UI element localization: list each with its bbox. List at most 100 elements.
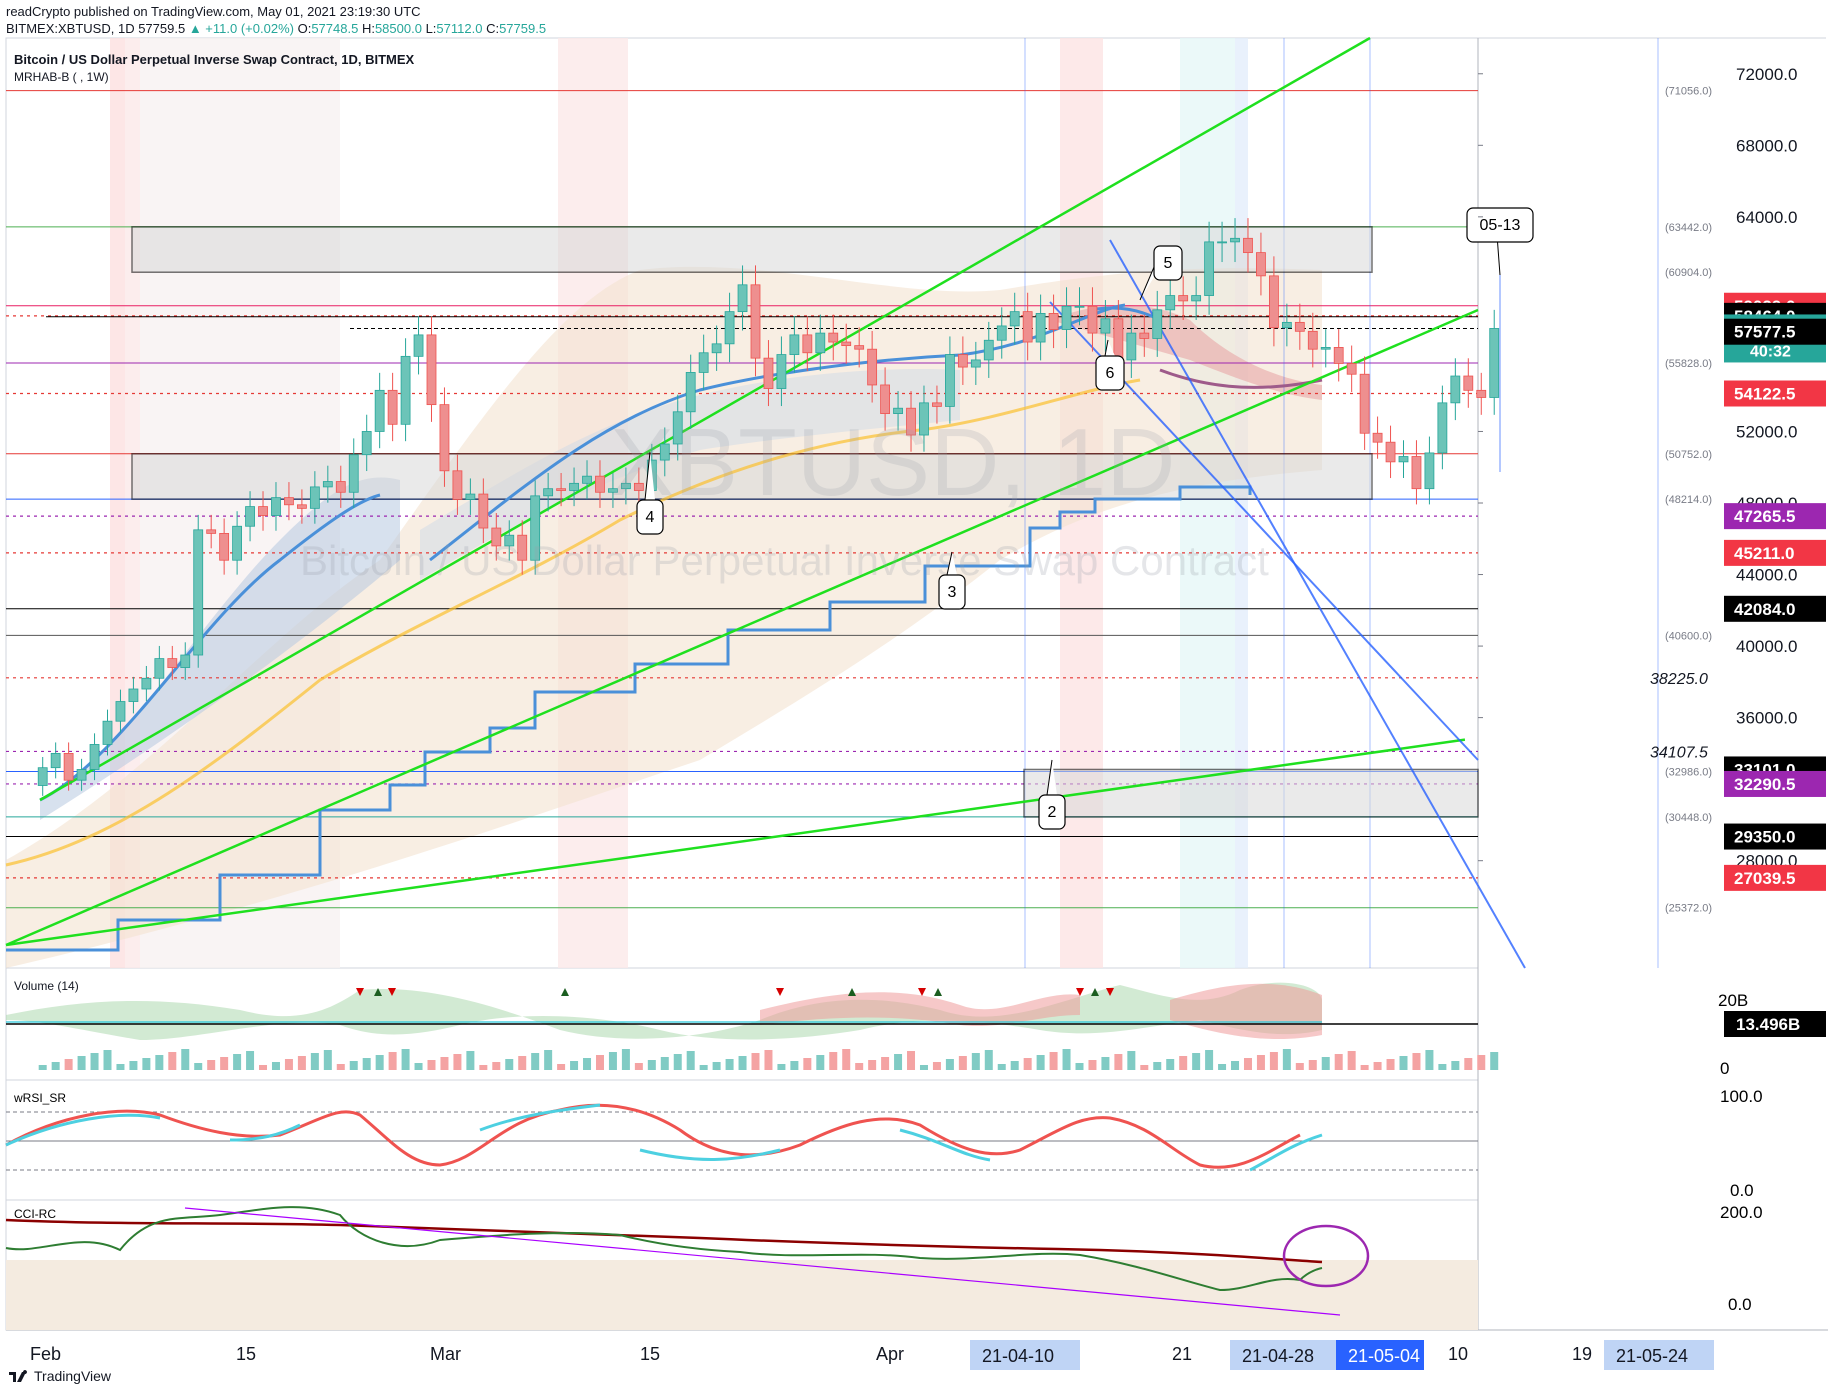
time-tick-label: Apr — [876, 1344, 904, 1364]
candle — [828, 314, 839, 361]
candle-body — [1022, 311, 1033, 343]
volume-bar — [259, 1065, 268, 1070]
candle — [1139, 314, 1150, 357]
candle-body — [970, 359, 981, 368]
level-label: (48214.0) — [1665, 494, 1712, 506]
callout-4-label: 4 — [646, 509, 655, 526]
volume-axis-bottom: 0 — [1720, 1059, 1729, 1078]
callout-2-label: 2 — [1048, 804, 1057, 821]
volume-bar — [1036, 1055, 1045, 1070]
candle — [543, 472, 554, 512]
candle-body — [893, 407, 903, 414]
candle-body — [633, 482, 644, 491]
candle — [1476, 372, 1487, 415]
volume-bar — [414, 1063, 423, 1070]
candle-body — [1178, 295, 1189, 302]
candle — [1307, 312, 1318, 368]
volume-bar — [634, 1063, 643, 1070]
candle — [1294, 303, 1305, 350]
candle — [633, 467, 644, 507]
volume-bar — [233, 1054, 242, 1070]
price-tick-label: 52000.0 — [1736, 422, 1797, 441]
callout-6-box — [1095, 355, 1125, 391]
candle-body — [361, 431, 372, 456]
candle — [491, 513, 502, 561]
callout-3-label: 3 — [948, 584, 957, 601]
callout-6-label: 6 — [1106, 365, 1115, 382]
volume-bar — [1101, 1057, 1110, 1070]
volume-bar — [129, 1061, 138, 1070]
volume-bar — [103, 1050, 112, 1070]
candle — [193, 514, 204, 668]
level-label: (71056.0) — [1665, 86, 1712, 98]
volume-bar — [1243, 1058, 1252, 1070]
candle — [1424, 436, 1435, 505]
signal-arrow — [934, 988, 942, 996]
candle — [1411, 440, 1422, 505]
candle-body — [167, 658, 178, 668]
cci-trendline — [184, 1207, 1341, 1316]
price-label-box — [1724, 380, 1826, 407]
candle — [1281, 303, 1292, 347]
volume-bar — [168, 1052, 177, 1070]
candle-body — [802, 334, 813, 354]
price-label-text: 54122.5 — [1734, 385, 1795, 404]
volume-bar — [388, 1052, 397, 1070]
candle-body — [504, 534, 515, 547]
candle-body — [128, 688, 139, 702]
time-highlight-label: 21-05-04 — [1348, 1346, 1420, 1366]
cci-axis-bottom: 0.0 — [1728, 1295, 1752, 1314]
volume-bar — [181, 1049, 190, 1070]
volume-bar — [958, 1056, 967, 1070]
candle — [439, 387, 450, 487]
candle-body — [296, 504, 307, 509]
candle — [1489, 309, 1500, 415]
resistance-box — [131, 226, 1373, 273]
dotted-level-label: 34107.5 — [1650, 744, 1708, 761]
trendline-green-2 — [5, 308, 1479, 947]
signal-arrow — [848, 988, 856, 996]
candle-body — [232, 525, 243, 561]
candle — [919, 385, 929, 452]
volume-bar — [1464, 1058, 1473, 1070]
volume-bar — [1218, 1064, 1227, 1070]
volume-cloud-red-2 — [1170, 983, 1322, 1040]
volume-bar — [557, 1064, 566, 1070]
ema-fill-gray — [420, 369, 960, 580]
chart-title: Bitcoin / US Dollar Perpetual Inverse Sw… — [14, 52, 415, 67]
candle-body — [37, 767, 48, 786]
candle-body — [348, 454, 359, 493]
candle-body — [1074, 305, 1085, 308]
signal-arrow — [374, 988, 382, 996]
candle — [465, 478, 476, 515]
candle — [309, 471, 320, 524]
candle — [1152, 290, 1163, 357]
candle-body — [322, 481, 333, 488]
callout-4: 4 — [636, 451, 664, 535]
last-price: 57759.5 — [138, 21, 186, 36]
candle-body — [1165, 295, 1176, 311]
candle — [37, 757, 48, 796]
candle-body — [685, 372, 696, 413]
candle — [1087, 287, 1098, 352]
callout-05-13-label: 05-13 — [1480, 217, 1521, 234]
callout-6: 6 — [1095, 339, 1125, 391]
callout-2: 2 — [1038, 759, 1066, 830]
volume-bar — [971, 1053, 980, 1070]
volume-bar — [868, 1060, 877, 1070]
volume-bar — [1192, 1053, 1201, 1070]
candle — [50, 742, 61, 779]
footer-brand: TradingView — [34, 1368, 112, 1384]
candle — [115, 689, 126, 733]
candle — [232, 511, 243, 575]
candle-body — [1450, 375, 1461, 404]
callout-5-label: 5 — [1164, 255, 1173, 272]
signal-arrow — [388, 988, 396, 996]
candle-body — [698, 352, 709, 373]
volume-bar — [1010, 1061, 1019, 1070]
time-highlight-box — [1336, 1340, 1424, 1370]
volume-bar — [220, 1057, 229, 1070]
candle-body — [193, 529, 204, 656]
volume-bar — [1114, 1054, 1123, 1070]
